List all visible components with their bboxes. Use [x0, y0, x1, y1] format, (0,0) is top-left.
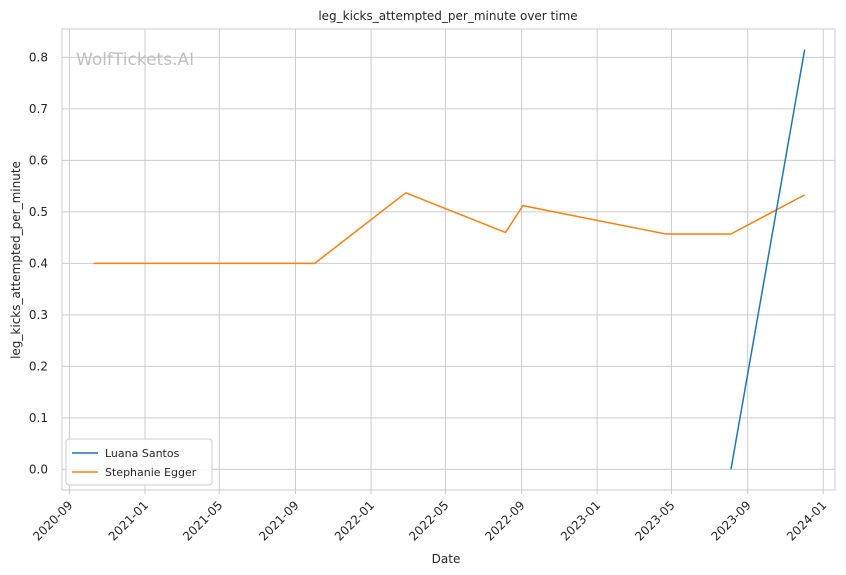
x-tick-label: 2022-09: [482, 498, 527, 543]
x-tick-label: 2023-01: [558, 498, 603, 543]
y-tick-label: 0.4: [29, 256, 48, 270]
y-tick-labels: 0.0 0.1 0.2 0.3 0.4 0.5 0.6 0.7 0.8: [29, 50, 48, 476]
legend-label: Stephanie Egger: [105, 466, 197, 479]
plot-background: [62, 29, 835, 490]
x-tick-label: 2022-01: [332, 498, 377, 543]
chart-title: leg_kicks_attempted_per_minute over time: [318, 9, 577, 23]
x-axis-title: Date: [432, 552, 461, 566]
series-line-luana-santos: [730, 49, 806, 470]
legend: Luana Santos Stephanie Egger: [65, 438, 213, 486]
y-tick-label: 0.3: [29, 308, 48, 322]
x-tick-label: 2024-01: [784, 498, 829, 543]
plot-frame: [61, 28, 836, 491]
x-tick-label: 2021-09: [256, 498, 301, 543]
x-tick-label: 2021-05: [180, 498, 225, 543]
x-tick-label: 2022-05: [406, 498, 451, 543]
watermark-text: WolfTickets.AI: [76, 50, 194, 70]
y-tick-label: 0.5: [29, 205, 48, 219]
x-tick-label: 2023-05: [632, 498, 677, 543]
y-tick-label: 0.7: [29, 102, 48, 116]
x-tick-labels: 2020-09 2021-01 2021-05 2021-09 2022-01 2022-…: [30, 490, 829, 544]
x-gridlines: [68, 29, 824, 490]
series-line-stephanie-egger: [93, 192, 806, 265]
y-tick-label: 0.8: [29, 50, 48, 64]
legend-label: Luana Santos: [105, 447, 180, 460]
x-tick-label: 2023-09: [708, 498, 753, 543]
y-tick-label: 0.2: [29, 359, 48, 373]
x-tick-label: 2020-09: [30, 498, 75, 543]
x-tick-label: 2021-01: [106, 498, 151, 543]
y-axis-title: leg_kicks_attempted_per_minute: [9, 161, 23, 359]
y-tick-label: 0.0: [29, 462, 48, 476]
y-tick-label: 0.1: [29, 411, 48, 425]
series-lines: [93, 49, 806, 470]
legend-box: [65, 438, 213, 486]
y-tick-label: 0.6: [29, 153, 48, 167]
